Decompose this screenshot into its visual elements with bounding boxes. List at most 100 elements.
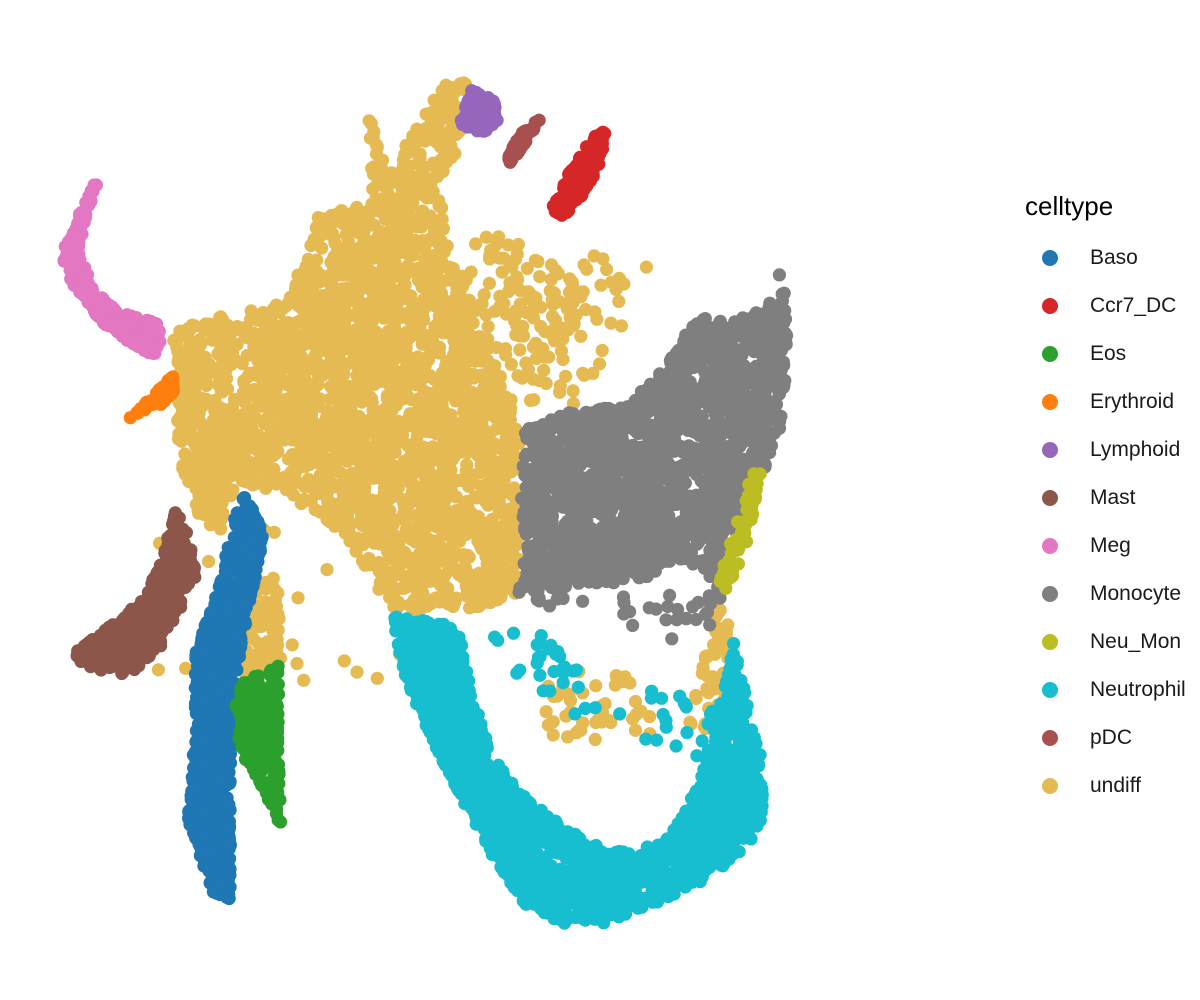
data-point xyxy=(612,271,626,285)
data-point xyxy=(604,316,618,330)
data-point xyxy=(201,419,215,433)
data-point xyxy=(668,541,682,555)
data-point xyxy=(386,333,400,347)
data-point xyxy=(594,278,608,292)
data-point xyxy=(522,422,536,436)
data-point xyxy=(230,337,244,351)
data-point xyxy=(660,521,674,535)
data-point xyxy=(177,359,191,373)
data-point xyxy=(451,315,465,329)
data-point xyxy=(285,412,299,426)
data-point xyxy=(275,333,289,347)
data-point xyxy=(391,595,405,609)
data-point xyxy=(301,321,315,335)
data-point xyxy=(598,712,612,726)
data-point xyxy=(321,494,335,508)
data-point xyxy=(548,500,563,514)
data-point xyxy=(208,401,222,415)
data-point xyxy=(525,521,539,535)
data-point xyxy=(576,594,590,608)
data-point xyxy=(595,558,609,572)
data-point xyxy=(551,267,565,281)
data-point xyxy=(505,260,519,274)
data-point xyxy=(343,527,357,541)
data-point xyxy=(671,372,686,386)
data-point xyxy=(380,182,394,196)
data-point xyxy=(415,280,429,294)
data-point xyxy=(674,515,688,529)
data-point xyxy=(251,428,266,442)
data-point xyxy=(409,301,423,315)
data-point xyxy=(438,527,452,542)
data-point xyxy=(402,291,416,305)
data-point xyxy=(560,297,574,311)
data-point xyxy=(270,645,284,659)
data-point xyxy=(355,320,370,335)
data-point xyxy=(615,410,629,424)
data-point xyxy=(704,321,718,335)
data-point xyxy=(428,248,442,262)
data-point xyxy=(623,503,637,517)
data-point xyxy=(436,84,450,98)
data-point xyxy=(628,723,643,737)
data-point xyxy=(461,367,475,381)
data-point xyxy=(413,158,427,172)
data-point xyxy=(188,358,202,372)
data-point xyxy=(478,425,492,439)
data-point xyxy=(542,527,556,541)
data-point xyxy=(712,403,726,417)
data-point xyxy=(410,573,424,588)
data-point xyxy=(422,490,436,504)
data-point xyxy=(311,378,325,392)
data-point xyxy=(381,567,395,581)
data-point xyxy=(337,268,351,282)
data-point xyxy=(173,324,187,338)
data-point xyxy=(482,524,496,538)
data-point xyxy=(287,488,301,502)
data-point xyxy=(260,417,274,431)
data-point xyxy=(419,501,433,515)
data-point xyxy=(501,238,515,252)
data-point xyxy=(403,249,417,263)
data-point xyxy=(453,336,467,350)
data-point xyxy=(729,391,743,405)
data-point xyxy=(390,436,404,450)
data-point xyxy=(468,490,482,504)
data-point xyxy=(430,169,444,183)
data-point xyxy=(375,243,389,257)
data-point xyxy=(416,480,430,494)
data-point xyxy=(566,384,580,398)
data-point xyxy=(412,393,426,407)
data-point xyxy=(547,330,561,344)
data-point xyxy=(241,370,255,384)
data-point xyxy=(740,312,754,326)
data-point xyxy=(655,431,669,445)
data-point xyxy=(649,602,663,616)
data-point xyxy=(498,342,513,356)
data-point xyxy=(189,475,203,489)
data-point xyxy=(637,569,651,583)
data-point xyxy=(511,237,525,252)
data-point xyxy=(721,379,735,393)
data-point xyxy=(214,522,228,536)
data-point xyxy=(461,548,475,563)
data-point xyxy=(532,594,547,608)
data-point xyxy=(216,465,230,479)
data-point xyxy=(236,385,250,400)
data-point xyxy=(353,241,368,255)
data-point xyxy=(372,528,386,542)
data-point xyxy=(666,473,681,487)
data-point xyxy=(331,448,345,463)
data-point xyxy=(762,403,776,417)
data-point xyxy=(442,302,456,316)
data-point xyxy=(445,472,459,486)
data-point xyxy=(409,378,423,392)
data-point xyxy=(410,211,424,225)
data-point xyxy=(362,114,376,128)
data-point xyxy=(255,361,269,375)
data-point xyxy=(553,385,567,399)
data-point xyxy=(399,342,413,356)
data-point xyxy=(682,352,696,366)
data-point xyxy=(385,358,399,372)
data-point xyxy=(378,345,393,359)
